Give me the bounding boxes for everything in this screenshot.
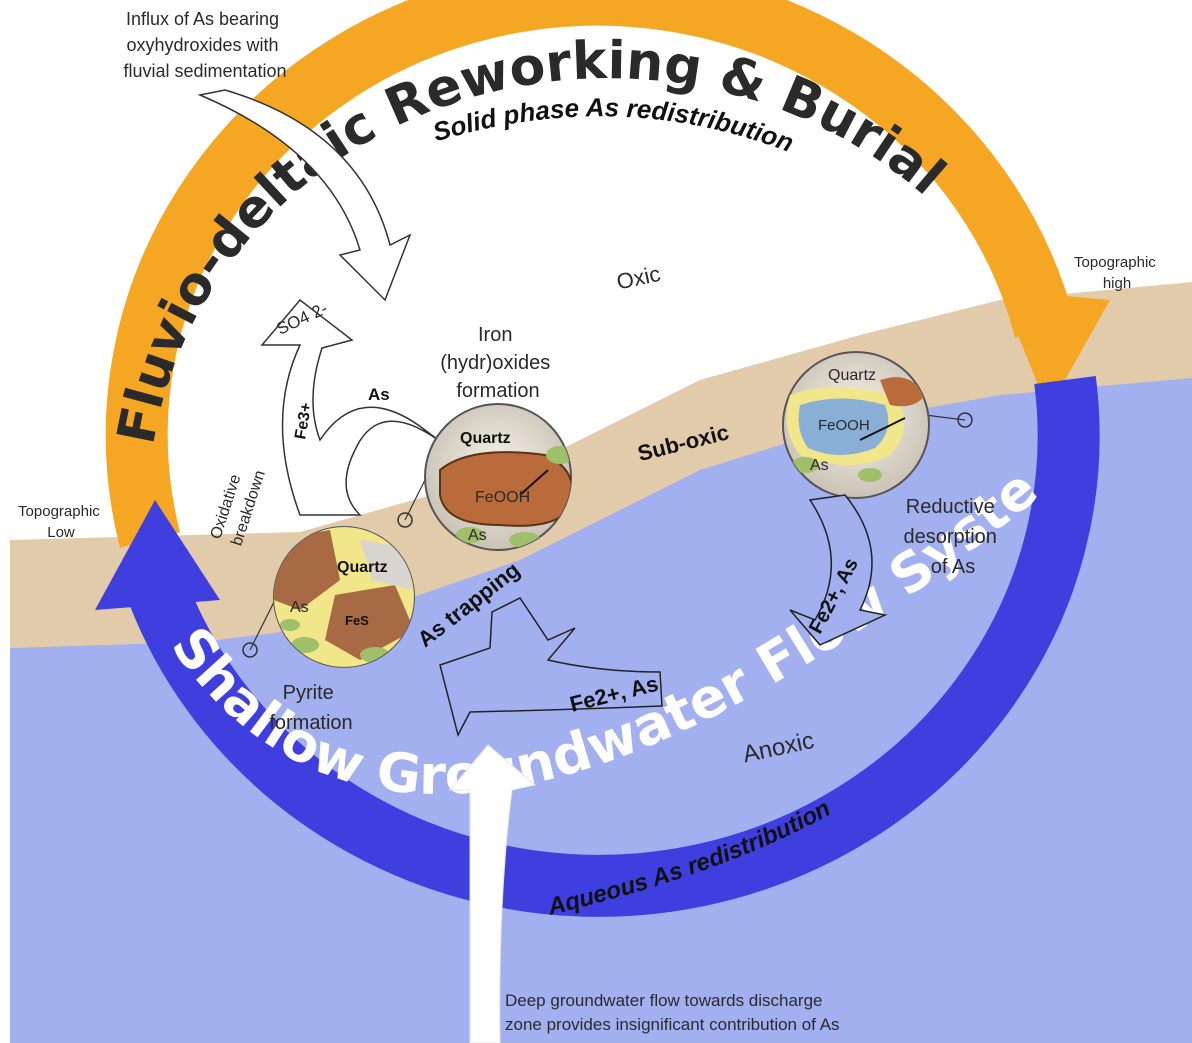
fe3-label: Fe3+ — [292, 401, 315, 440]
groundwater-layer — [10, 378, 1192, 1043]
anoxic-flow-arrow — [439, 597, 663, 738]
deep-groundwater-arrow — [448, 744, 537, 1043]
as-label-lens2: As — [810, 457, 829, 474]
fluvio-deltaic-arrowhead — [1000, 290, 1110, 410]
quartz-label-1: Quartz — [460, 430, 511, 447]
groundwater-flow-arrowhead — [95, 500, 220, 610]
groundwater-flow-arrow — [120, 376, 1100, 917]
deep-flow-note: Deep groundwater flow towards discharge … — [505, 991, 840, 1034]
fes-label: FeS — [345, 613, 369, 628]
feooh-label-1: FeOOH — [475, 489, 530, 506]
quartz-label-2: Quartz — [828, 367, 876, 384]
feooh-magnifier: Quartz FeOOH As — [397, 403, 572, 551]
influx-arrow — [197, 89, 412, 302]
as-label-lens3: As — [290, 599, 309, 616]
pyrite-magnifier: Quartz As FeS — [242, 526, 415, 668]
reductive-desorption-arrow — [789, 494, 888, 646]
reductive-desorption-label: Reductive desorption of As — [904, 496, 1003, 578]
iron-oxides-formation-label: Iron (hydr)oxides formation — [440, 324, 556, 402]
influx-note: Influx of As bearing oxyhydroxides with … — [123, 9, 286, 81]
topographic-low-label: Topographic Low — [18, 503, 104, 541]
as-label-lens1: As — [468, 527, 487, 544]
reductive-magnifier: Quartz FeOOH As — [782, 351, 973, 499]
pyrite-formation-label: Pyrite formation — [269, 682, 352, 734]
topographic-high-label: Topographic high — [1074, 254, 1160, 292]
as-label-oxidative: As — [368, 385, 390, 404]
feooh-label-2: FeOOH — [818, 417, 870, 434]
fluvio-deltaic-arrow — [105, 0, 1076, 548]
oxidative-breakdown-arrow — [260, 298, 446, 516]
quartz-label-3: Quartz — [337, 559, 388, 576]
